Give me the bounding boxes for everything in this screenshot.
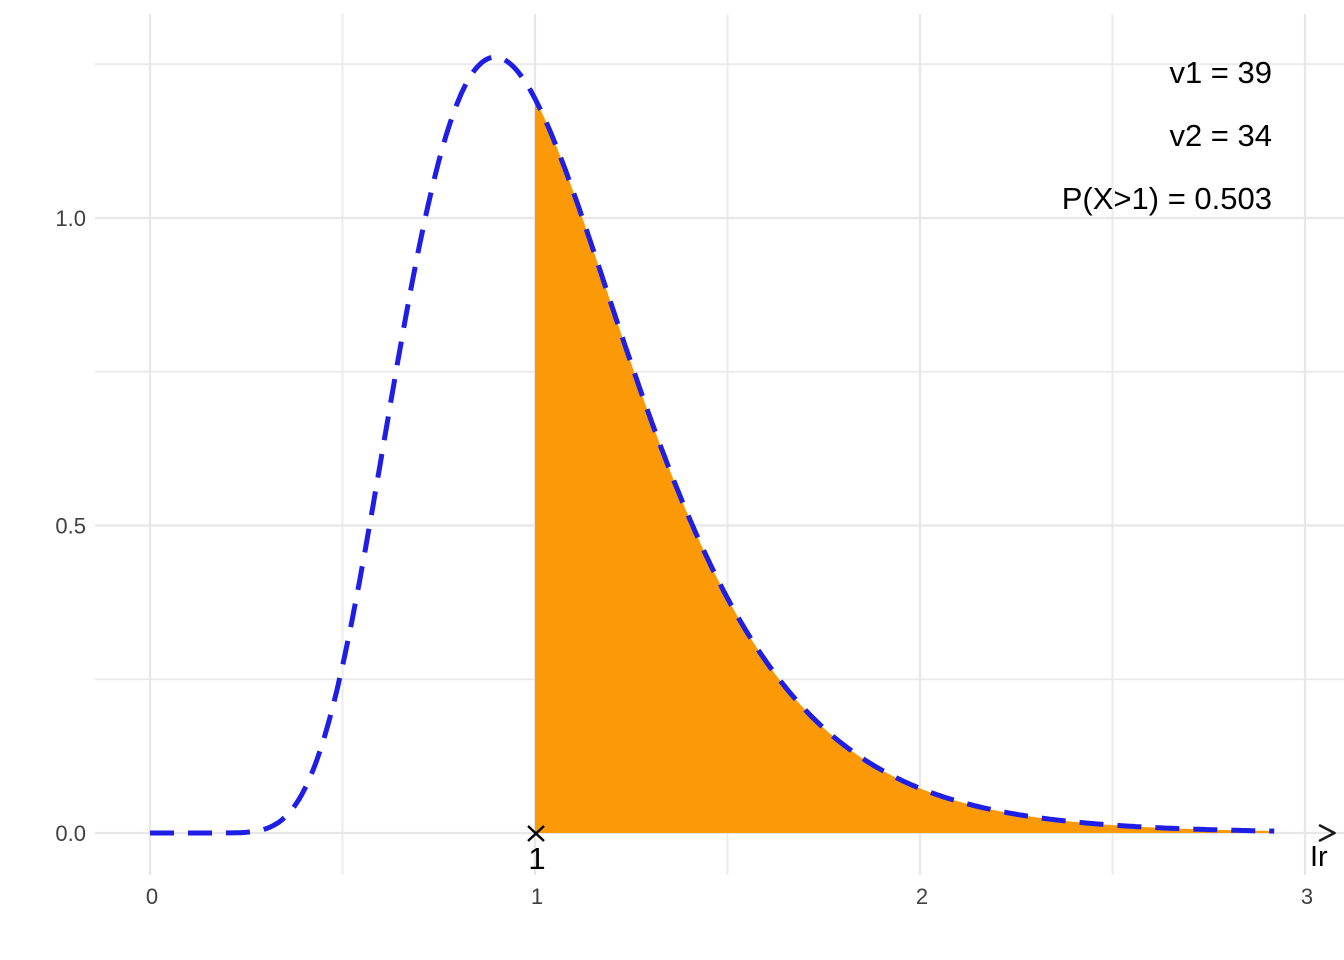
x-tick-label: 1 [531,884,543,909]
x-axis-arrowhead-icon [1318,824,1336,842]
y-axis-tick-labels: 0.0 0.5 1.0 [55,206,86,846]
grid-minor-lines [95,14,1344,875]
x-axis-tick-labels: 0 1 2 3 [146,884,1313,909]
y-tick-label: 0.0 [55,821,86,846]
x-axis-clipped-label: Ir [1310,841,1328,873]
x-tick-label: 2 [916,884,928,909]
x-tick-label: 0 [146,884,158,909]
annotation-v2: v2 = 34 [1169,118,1272,153]
y-tick-label: 1.0 [55,206,86,231]
y-tick-label: 0.5 [55,514,86,539]
annotation-probability: P(X>1) = 0.503 [1062,181,1272,216]
density-curve [149,54,1275,836]
annotation-v1: v1 = 39 [1169,55,1272,90]
x-tick-label: 3 [1301,884,1313,909]
threshold-marker-label: 1 [528,841,545,876]
cross-marker-icon [527,825,545,842]
shaded-tail-area [535,98,1275,833]
